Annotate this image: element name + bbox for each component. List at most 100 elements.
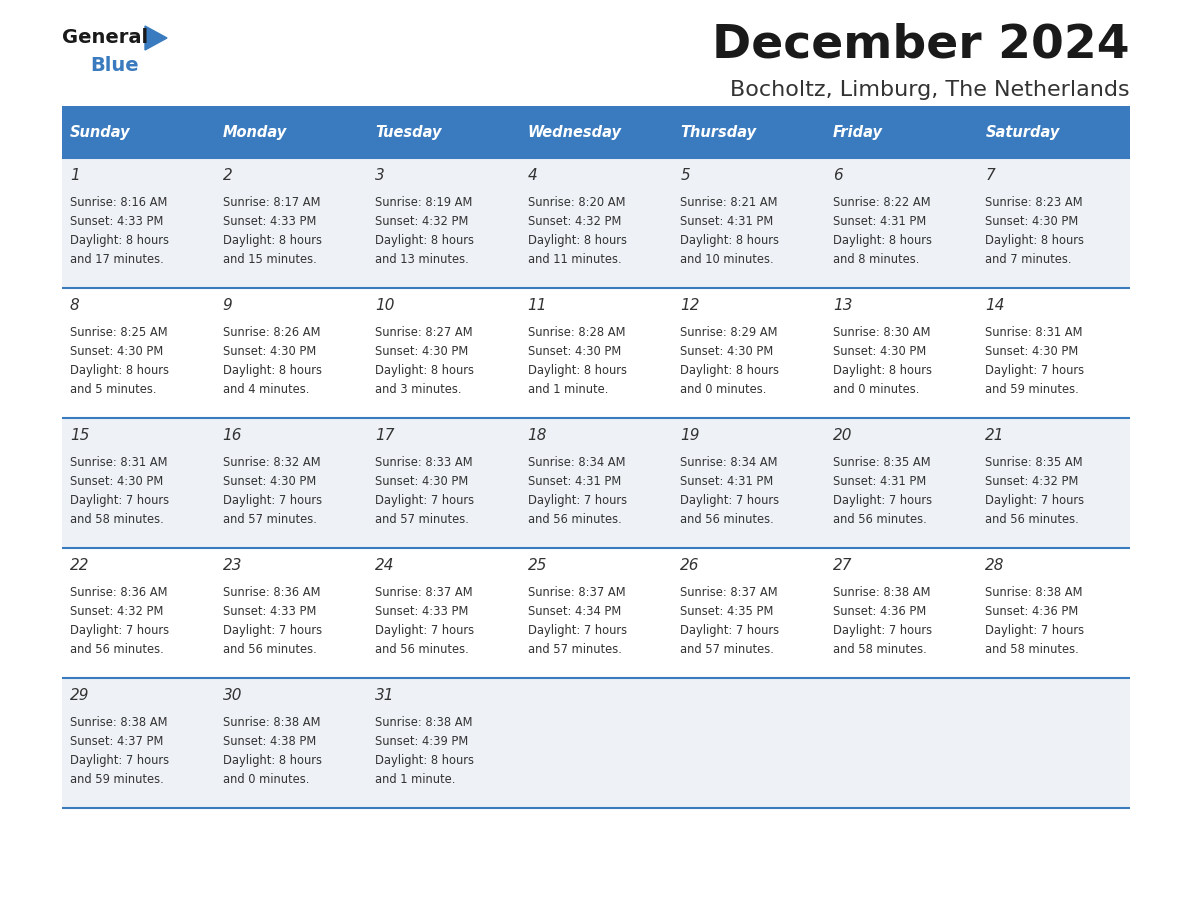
Text: and 0 minutes.: and 0 minutes. xyxy=(681,383,766,396)
Text: and 56 minutes.: and 56 minutes. xyxy=(681,513,775,526)
Text: Daylight: 8 hours: Daylight: 8 hours xyxy=(70,234,169,247)
Text: Sunset: 4:38 PM: Sunset: 4:38 PM xyxy=(222,735,316,748)
Bar xyxy=(215,158,367,288)
Text: Sunrise: 8:25 AM: Sunrise: 8:25 AM xyxy=(70,326,168,339)
Text: Sunrise: 8:23 AM: Sunrise: 8:23 AM xyxy=(985,196,1083,209)
Text: 17: 17 xyxy=(375,428,394,443)
Text: Sunset: 4:39 PM: Sunset: 4:39 PM xyxy=(375,735,468,748)
Bar xyxy=(62,158,215,288)
Text: Sunrise: 8:37 AM: Sunrise: 8:37 AM xyxy=(375,586,473,599)
Text: and 56 minutes.: and 56 minutes. xyxy=(70,643,164,656)
Text: and 56 minutes.: and 56 minutes. xyxy=(222,643,316,656)
Text: 19: 19 xyxy=(681,428,700,443)
Text: Daylight: 8 hours: Daylight: 8 hours xyxy=(527,364,627,377)
Bar xyxy=(215,418,367,548)
Text: Daylight: 7 hours: Daylight: 7 hours xyxy=(985,364,1085,377)
Text: Sunrise: 8:36 AM: Sunrise: 8:36 AM xyxy=(70,586,168,599)
Text: Sunrise: 8:32 AM: Sunrise: 8:32 AM xyxy=(222,456,321,469)
Text: Sunrise: 8:33 AM: Sunrise: 8:33 AM xyxy=(375,456,473,469)
Text: and 8 minutes.: and 8 minutes. xyxy=(833,253,920,266)
Text: 13: 13 xyxy=(833,298,852,313)
Text: 31: 31 xyxy=(375,688,394,703)
Text: 26: 26 xyxy=(681,558,700,573)
Text: and 56 minutes.: and 56 minutes. xyxy=(985,513,1079,526)
Text: Daylight: 7 hours: Daylight: 7 hours xyxy=(527,624,627,637)
Bar xyxy=(824,418,978,548)
Text: 30: 30 xyxy=(222,688,242,703)
Text: Sunrise: 8:31 AM: Sunrise: 8:31 AM xyxy=(70,456,168,469)
Bar xyxy=(215,288,367,418)
Text: Sunset: 4:31 PM: Sunset: 4:31 PM xyxy=(681,215,773,228)
Text: Sunrise: 8:38 AM: Sunrise: 8:38 AM xyxy=(833,586,930,599)
Text: Sunrise: 8:35 AM: Sunrise: 8:35 AM xyxy=(833,456,930,469)
Text: Sunset: 4:32 PM: Sunset: 4:32 PM xyxy=(375,215,468,228)
Text: and 10 minutes.: and 10 minutes. xyxy=(681,253,773,266)
Text: Sunset: 4:36 PM: Sunset: 4:36 PM xyxy=(833,605,927,618)
Text: Sunrise: 8:37 AM: Sunrise: 8:37 AM xyxy=(527,586,625,599)
Text: December 2024: December 2024 xyxy=(713,22,1130,67)
Bar xyxy=(824,678,978,808)
Text: and 1 minute.: and 1 minute. xyxy=(527,383,608,396)
Bar xyxy=(62,678,215,808)
Text: Sunset: 4:30 PM: Sunset: 4:30 PM xyxy=(833,345,927,358)
Bar xyxy=(978,288,1130,418)
Text: Sunrise: 8:37 AM: Sunrise: 8:37 AM xyxy=(681,586,778,599)
Text: Sunrise: 8:16 AM: Sunrise: 8:16 AM xyxy=(70,196,168,209)
Bar xyxy=(978,678,1130,808)
Text: Sunset: 4:33 PM: Sunset: 4:33 PM xyxy=(375,605,468,618)
Text: Sunset: 4:30 PM: Sunset: 4:30 PM xyxy=(985,345,1079,358)
Text: Thursday: Thursday xyxy=(681,125,757,140)
Text: Sunrise: 8:38 AM: Sunrise: 8:38 AM xyxy=(985,586,1083,599)
Text: Saturday: Saturday xyxy=(985,125,1060,140)
Text: Sunset: 4:32 PM: Sunset: 4:32 PM xyxy=(70,605,164,618)
Text: Sunrise: 8:38 AM: Sunrise: 8:38 AM xyxy=(70,716,168,729)
Text: Daylight: 8 hours: Daylight: 8 hours xyxy=(681,364,779,377)
Text: Sunset: 4:30 PM: Sunset: 4:30 PM xyxy=(527,345,621,358)
Text: Bocholtz, Limburg, The Netherlands: Bocholtz, Limburg, The Netherlands xyxy=(731,80,1130,100)
Text: and 58 minutes.: and 58 minutes. xyxy=(70,513,164,526)
Text: Sunset: 4:35 PM: Sunset: 4:35 PM xyxy=(681,605,773,618)
Text: Sunset: 4:30 PM: Sunset: 4:30 PM xyxy=(222,345,316,358)
Text: and 13 minutes.: and 13 minutes. xyxy=(375,253,469,266)
Text: 10: 10 xyxy=(375,298,394,313)
Text: 29: 29 xyxy=(70,688,89,703)
Text: 8: 8 xyxy=(70,298,80,313)
Bar xyxy=(367,288,519,418)
Text: Sunrise: 8:17 AM: Sunrise: 8:17 AM xyxy=(222,196,320,209)
Text: Sunrise: 8:29 AM: Sunrise: 8:29 AM xyxy=(681,326,778,339)
Bar xyxy=(824,548,978,678)
Text: Sunrise: 8:38 AM: Sunrise: 8:38 AM xyxy=(222,716,320,729)
Polygon shape xyxy=(145,26,168,50)
Text: 15: 15 xyxy=(70,428,89,443)
Text: Sunset: 4:32 PM: Sunset: 4:32 PM xyxy=(527,215,621,228)
Text: 4: 4 xyxy=(527,168,537,183)
Text: Sunrise: 8:26 AM: Sunrise: 8:26 AM xyxy=(222,326,320,339)
Text: Daylight: 7 hours: Daylight: 7 hours xyxy=(70,624,169,637)
Bar xyxy=(519,106,672,158)
Text: Sunset: 4:30 PM: Sunset: 4:30 PM xyxy=(375,345,468,358)
Text: Sunset: 4:33 PM: Sunset: 4:33 PM xyxy=(222,605,316,618)
Bar xyxy=(367,106,519,158)
Text: and 5 minutes.: and 5 minutes. xyxy=(70,383,157,396)
Bar xyxy=(519,158,672,288)
Text: 21: 21 xyxy=(985,428,1005,443)
Text: 11: 11 xyxy=(527,298,548,313)
Text: Daylight: 8 hours: Daylight: 8 hours xyxy=(985,234,1085,247)
Text: 18: 18 xyxy=(527,428,548,443)
Text: Sunrise: 8:34 AM: Sunrise: 8:34 AM xyxy=(527,456,625,469)
Text: 24: 24 xyxy=(375,558,394,573)
Text: Sunset: 4:30 PM: Sunset: 4:30 PM xyxy=(681,345,773,358)
Text: General: General xyxy=(62,28,148,47)
Text: and 15 minutes.: and 15 minutes. xyxy=(222,253,316,266)
Text: Sunrise: 8:21 AM: Sunrise: 8:21 AM xyxy=(681,196,778,209)
Text: and 57 minutes.: and 57 minutes. xyxy=(681,643,775,656)
Bar xyxy=(367,418,519,548)
Bar xyxy=(672,678,824,808)
Text: Daylight: 7 hours: Daylight: 7 hours xyxy=(681,494,779,507)
Text: Monday: Monday xyxy=(222,125,286,140)
Text: Sunset: 4:34 PM: Sunset: 4:34 PM xyxy=(527,605,621,618)
Bar xyxy=(824,106,978,158)
Text: and 1 minute.: and 1 minute. xyxy=(375,773,455,786)
Text: 23: 23 xyxy=(222,558,242,573)
Text: Sunrise: 8:27 AM: Sunrise: 8:27 AM xyxy=(375,326,473,339)
